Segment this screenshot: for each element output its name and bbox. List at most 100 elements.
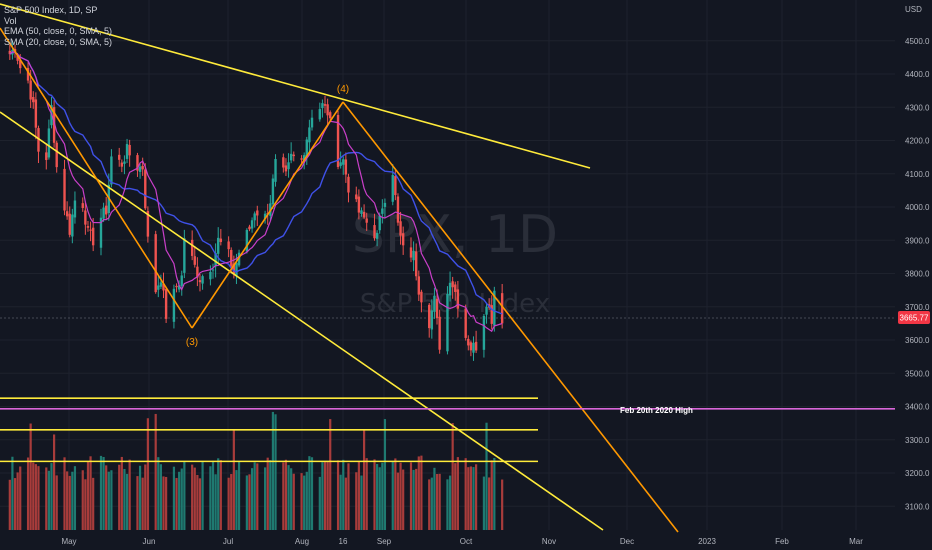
- volume-bar: [417, 456, 420, 530]
- volume-bar: [162, 476, 165, 530]
- volume-bar: [282, 462, 285, 530]
- price-tick-label: 4100.0: [905, 170, 930, 179]
- volume-bar: [383, 419, 387, 530]
- candle-body: [396, 196, 400, 223]
- candle-body: [467, 338, 470, 346]
- volume-bar: [357, 460, 360, 530]
- candle-body: [430, 310, 434, 330]
- volume-bar: [347, 463, 350, 530]
- wave-line-b[interactable]: [191, 101, 344, 329]
- volume-bar: [125, 473, 129, 530]
- candle-body: [394, 176, 397, 196]
- candle-body: [308, 127, 311, 143]
- volume-bar: [92, 477, 95, 530]
- candle-body: [292, 154, 295, 157]
- volume-bar: [230, 474, 233, 530]
- volume-bar: [198, 478, 202, 530]
- volume-bar: [81, 470, 84, 530]
- candle-body: [500, 293, 504, 324]
- volume-bar: [378, 467, 381, 530]
- volume-bar: [321, 462, 324, 530]
- volume-bar: [146, 418, 149, 530]
- candle-body: [180, 275, 183, 286]
- volume-bar: [300, 473, 303, 530]
- volume-bar: [209, 466, 212, 530]
- wave-line-c[interactable]: [342, 101, 679, 533]
- candle-body: [29, 80, 32, 100]
- candle-body: [428, 304, 431, 329]
- candle-body: [360, 210, 363, 214]
- legend-symbol[interactable]: S&P 500 Index, 1D, SP: [4, 5, 98, 15]
- candle-body: [472, 342, 475, 353]
- candle-body: [253, 213, 256, 221]
- volume-bar: [180, 468, 183, 530]
- volume-bar: [464, 458, 467, 530]
- candle-body: [401, 233, 405, 246]
- candle-body: [326, 104, 329, 116]
- candlestick-series: [8, 40, 504, 361]
- candle-body: [230, 249, 233, 267]
- candle-body: [198, 280, 202, 283]
- price-axis[interactable]: USD 4500.0 4400.0 4300.0 4200.0 4100.0 4000.0…: [905, 5, 930, 511]
- candle-body: [305, 139, 308, 158]
- candle-body: [123, 161, 126, 164]
- candle-body: [438, 316, 441, 350]
- time-tick-label: Jun: [143, 537, 156, 546]
- candle-body: [409, 247, 413, 258]
- legend-vol[interactable]: Vol: [4, 15, 17, 26]
- candle-body: [302, 155, 306, 161]
- candle-body: [219, 238, 223, 243]
- volume-bar: [274, 414, 277, 530]
- candle-body: [71, 214, 74, 237]
- candle-body: [65, 211, 69, 217]
- volume-bar: [430, 477, 433, 530]
- last-price-tag: 3665.77: [898, 311, 930, 324]
- candle-body: [128, 145, 131, 156]
- volume-bar: [342, 459, 345, 530]
- upper-trendline[interactable]: [0, 3, 591, 169]
- candle-body: [329, 112, 332, 119]
- volume-bar: [227, 477, 230, 530]
- legend-ema[interactable]: EMA (50, close, 0, SMA, 5): [4, 26, 113, 36]
- candle-body: [300, 158, 303, 160]
- candle-body: [482, 315, 486, 350]
- volume-bar: [493, 457, 496, 530]
- volume-bar: [399, 462, 402, 530]
- candle-body: [214, 253, 217, 267]
- volume-bar: [110, 470, 113, 530]
- volume-bar: [303, 475, 306, 530]
- candle-body: [310, 117, 314, 128]
- volume-bar: [438, 473, 441, 530]
- candle-body: [99, 217, 103, 248]
- time-tick-label: Sep: [377, 537, 392, 546]
- price-tick-label: 4400.0: [905, 70, 930, 79]
- volume-bar: [55, 475, 58, 530]
- volume-bar: [237, 461, 241, 530]
- volume-bar: [47, 470, 50, 530]
- candle-body: [435, 298, 439, 318]
- sma-line: [9, 51, 503, 333]
- candle-body: [378, 215, 381, 231]
- volume-bar: [373, 459, 376, 530]
- candle-body: [318, 109, 322, 120]
- volume-bar: [165, 476, 168, 530]
- candle-body: [146, 211, 150, 237]
- time-axis[interactable]: May Jun Jul Aug 16 Sep Oct Nov Dec 2023 Feb Mar: [61, 537, 863, 546]
- volume-bar: [420, 455, 423, 530]
- candle-body: [344, 159, 348, 175]
- price-tick-label: 3100.0: [905, 502, 930, 511]
- candle-body: [289, 153, 293, 161]
- volume-bar: [290, 468, 293, 530]
- volume-bar: [84, 479, 87, 530]
- legend-sma[interactable]: SMA (20, close, 0, SMA, 5): [4, 36, 113, 47]
- lower-trendline[interactable]: [0, 111, 604, 531]
- candle-body: [287, 162, 290, 170]
- volume-bar: [144, 464, 147, 530]
- volume-bar: [102, 456, 105, 530]
- wave-line-a[interactable]: [0, 27, 193, 329]
- candle-body: [485, 306, 488, 315]
- volume-bar: [344, 477, 347, 530]
- time-tick-label: Nov: [542, 537, 556, 546]
- candle-body: [412, 250, 415, 261]
